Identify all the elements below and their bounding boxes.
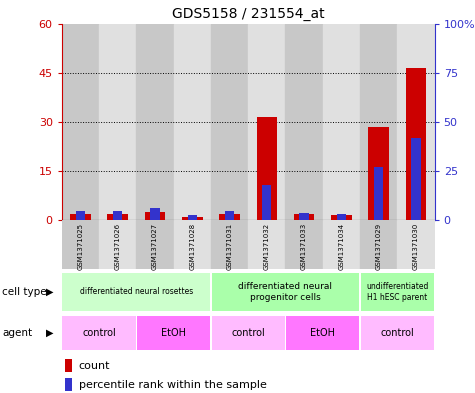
Bar [66,359,72,373]
Text: EtOH: EtOH [161,328,186,338]
Text: GSM1371025: GSM1371025 [77,222,84,270]
Bar [285,220,323,269]
Text: GSM1371030: GSM1371030 [413,222,419,270]
Bar [397,220,435,269]
Text: GSM1371028: GSM1371028 [189,222,195,270]
Bar [374,167,383,220]
Bar [150,208,160,220]
Bar [107,213,128,220]
Bar [211,24,248,220]
Bar [211,220,248,269]
Text: GSM1371029: GSM1371029 [376,222,382,270]
Bar [174,220,211,269]
Bar [331,215,352,220]
Bar [212,273,359,311]
Text: ▶: ▶ [46,328,54,338]
Bar [66,378,72,391]
Bar [361,273,434,311]
Bar [62,220,99,269]
Text: percentile rank within the sample: percentile rank within the sample [78,380,266,390]
Bar [262,185,272,220]
Text: ▶: ▶ [46,287,54,297]
Text: control: control [380,328,414,338]
Text: GSM1371026: GSM1371026 [114,222,121,270]
Bar [145,212,165,220]
Bar [182,217,202,220]
Bar [360,220,397,269]
Text: control: control [231,328,265,338]
Bar [411,138,421,220]
Bar [188,215,197,220]
Text: GSM1371027: GSM1371027 [152,222,158,270]
Bar [248,24,285,220]
Text: differentiated neural rosettes: differentiated neural rosettes [80,287,193,296]
Bar [360,24,397,220]
Bar [212,316,285,350]
Bar [406,68,426,220]
Bar [286,316,359,350]
Text: count: count [78,361,110,371]
Bar [70,213,91,220]
Bar [62,24,99,220]
Bar [256,117,277,220]
Text: GSM1371032: GSM1371032 [264,222,270,270]
Bar [137,316,210,350]
Bar [174,24,211,220]
Bar [225,211,234,220]
Bar [323,220,360,269]
Bar [337,214,346,220]
Bar [369,127,389,220]
Bar [294,213,314,220]
Text: EtOH: EtOH [310,328,335,338]
Bar [323,24,360,220]
Bar [285,24,323,220]
Bar [136,24,173,220]
Text: agent: agent [2,328,32,338]
Bar [76,211,85,220]
Bar [219,213,240,220]
Bar [248,220,285,269]
Bar [299,213,309,220]
Text: GSM1371034: GSM1371034 [338,222,344,270]
Text: differentiated neural
progenitor cells: differentiated neural progenitor cells [238,282,332,301]
Title: GDS5158 / 231554_at: GDS5158 / 231554_at [172,7,324,21]
Bar [136,220,173,269]
Bar [99,220,136,269]
Text: cell type: cell type [2,287,47,297]
Bar [361,316,434,350]
Text: GSM1371033: GSM1371033 [301,222,307,270]
Text: undifferentiated
H1 hESC parent: undifferentiated H1 hESC parent [366,282,428,301]
Bar [63,316,135,350]
Bar [63,273,210,311]
Bar [113,211,123,220]
Text: control: control [82,328,116,338]
Bar [397,24,435,220]
Text: GSM1371031: GSM1371031 [227,222,233,270]
Bar [99,24,136,220]
